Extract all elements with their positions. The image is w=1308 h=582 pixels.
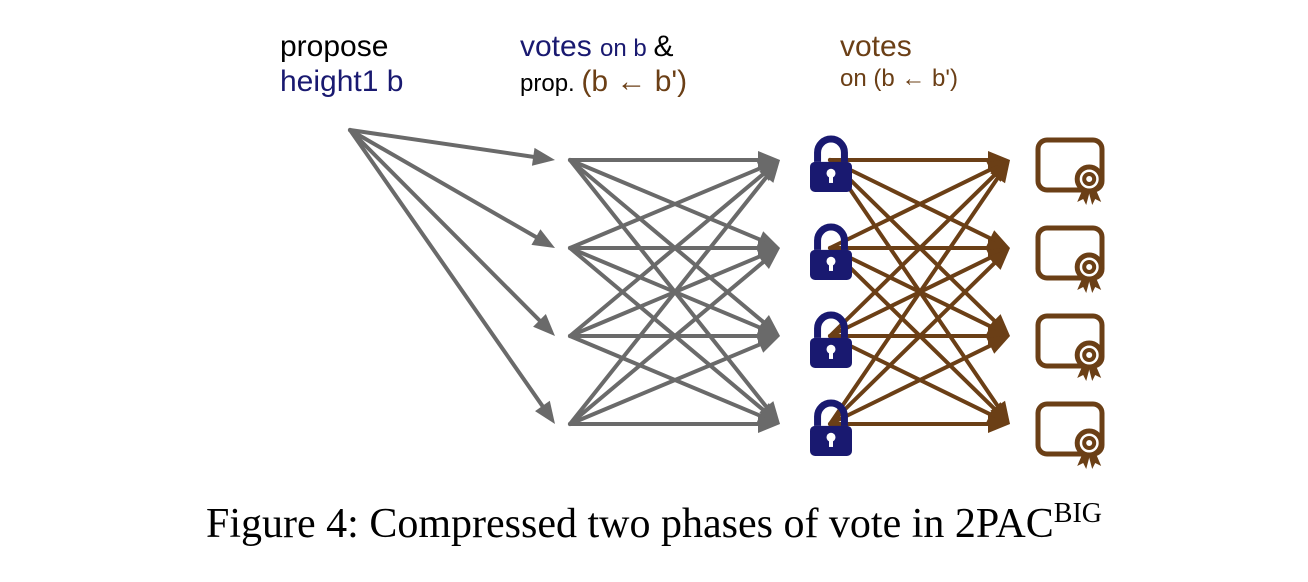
certificate-icon <box>1038 316 1102 381</box>
certificate-icon <box>1038 228 1102 293</box>
lock-icon <box>810 227 852 280</box>
lock-icon <box>810 403 852 456</box>
column-2-label: votes on b & prop. (b ← b') <box>520 30 687 99</box>
figure-caption: Figure 4: Compressed two phases of vote … <box>0 498 1308 548</box>
caption-superscript: BIG <box>1054 498 1102 529</box>
lock-icon <box>810 139 852 192</box>
column-3-label: voteson (b ← b') <box>840 30 958 92</box>
certificate-icon <box>1038 404 1102 469</box>
caption-text: Figure 4: Compressed two phases of vote … <box>206 501 1054 547</box>
diagram-container: proposeheight1 b votes on b & prop. (b ←… <box>0 0 1308 490</box>
certificate-icon <box>1038 140 1102 205</box>
lock-icon <box>810 315 852 368</box>
column-1-label: proposeheight1 b <box>280 30 403 99</box>
